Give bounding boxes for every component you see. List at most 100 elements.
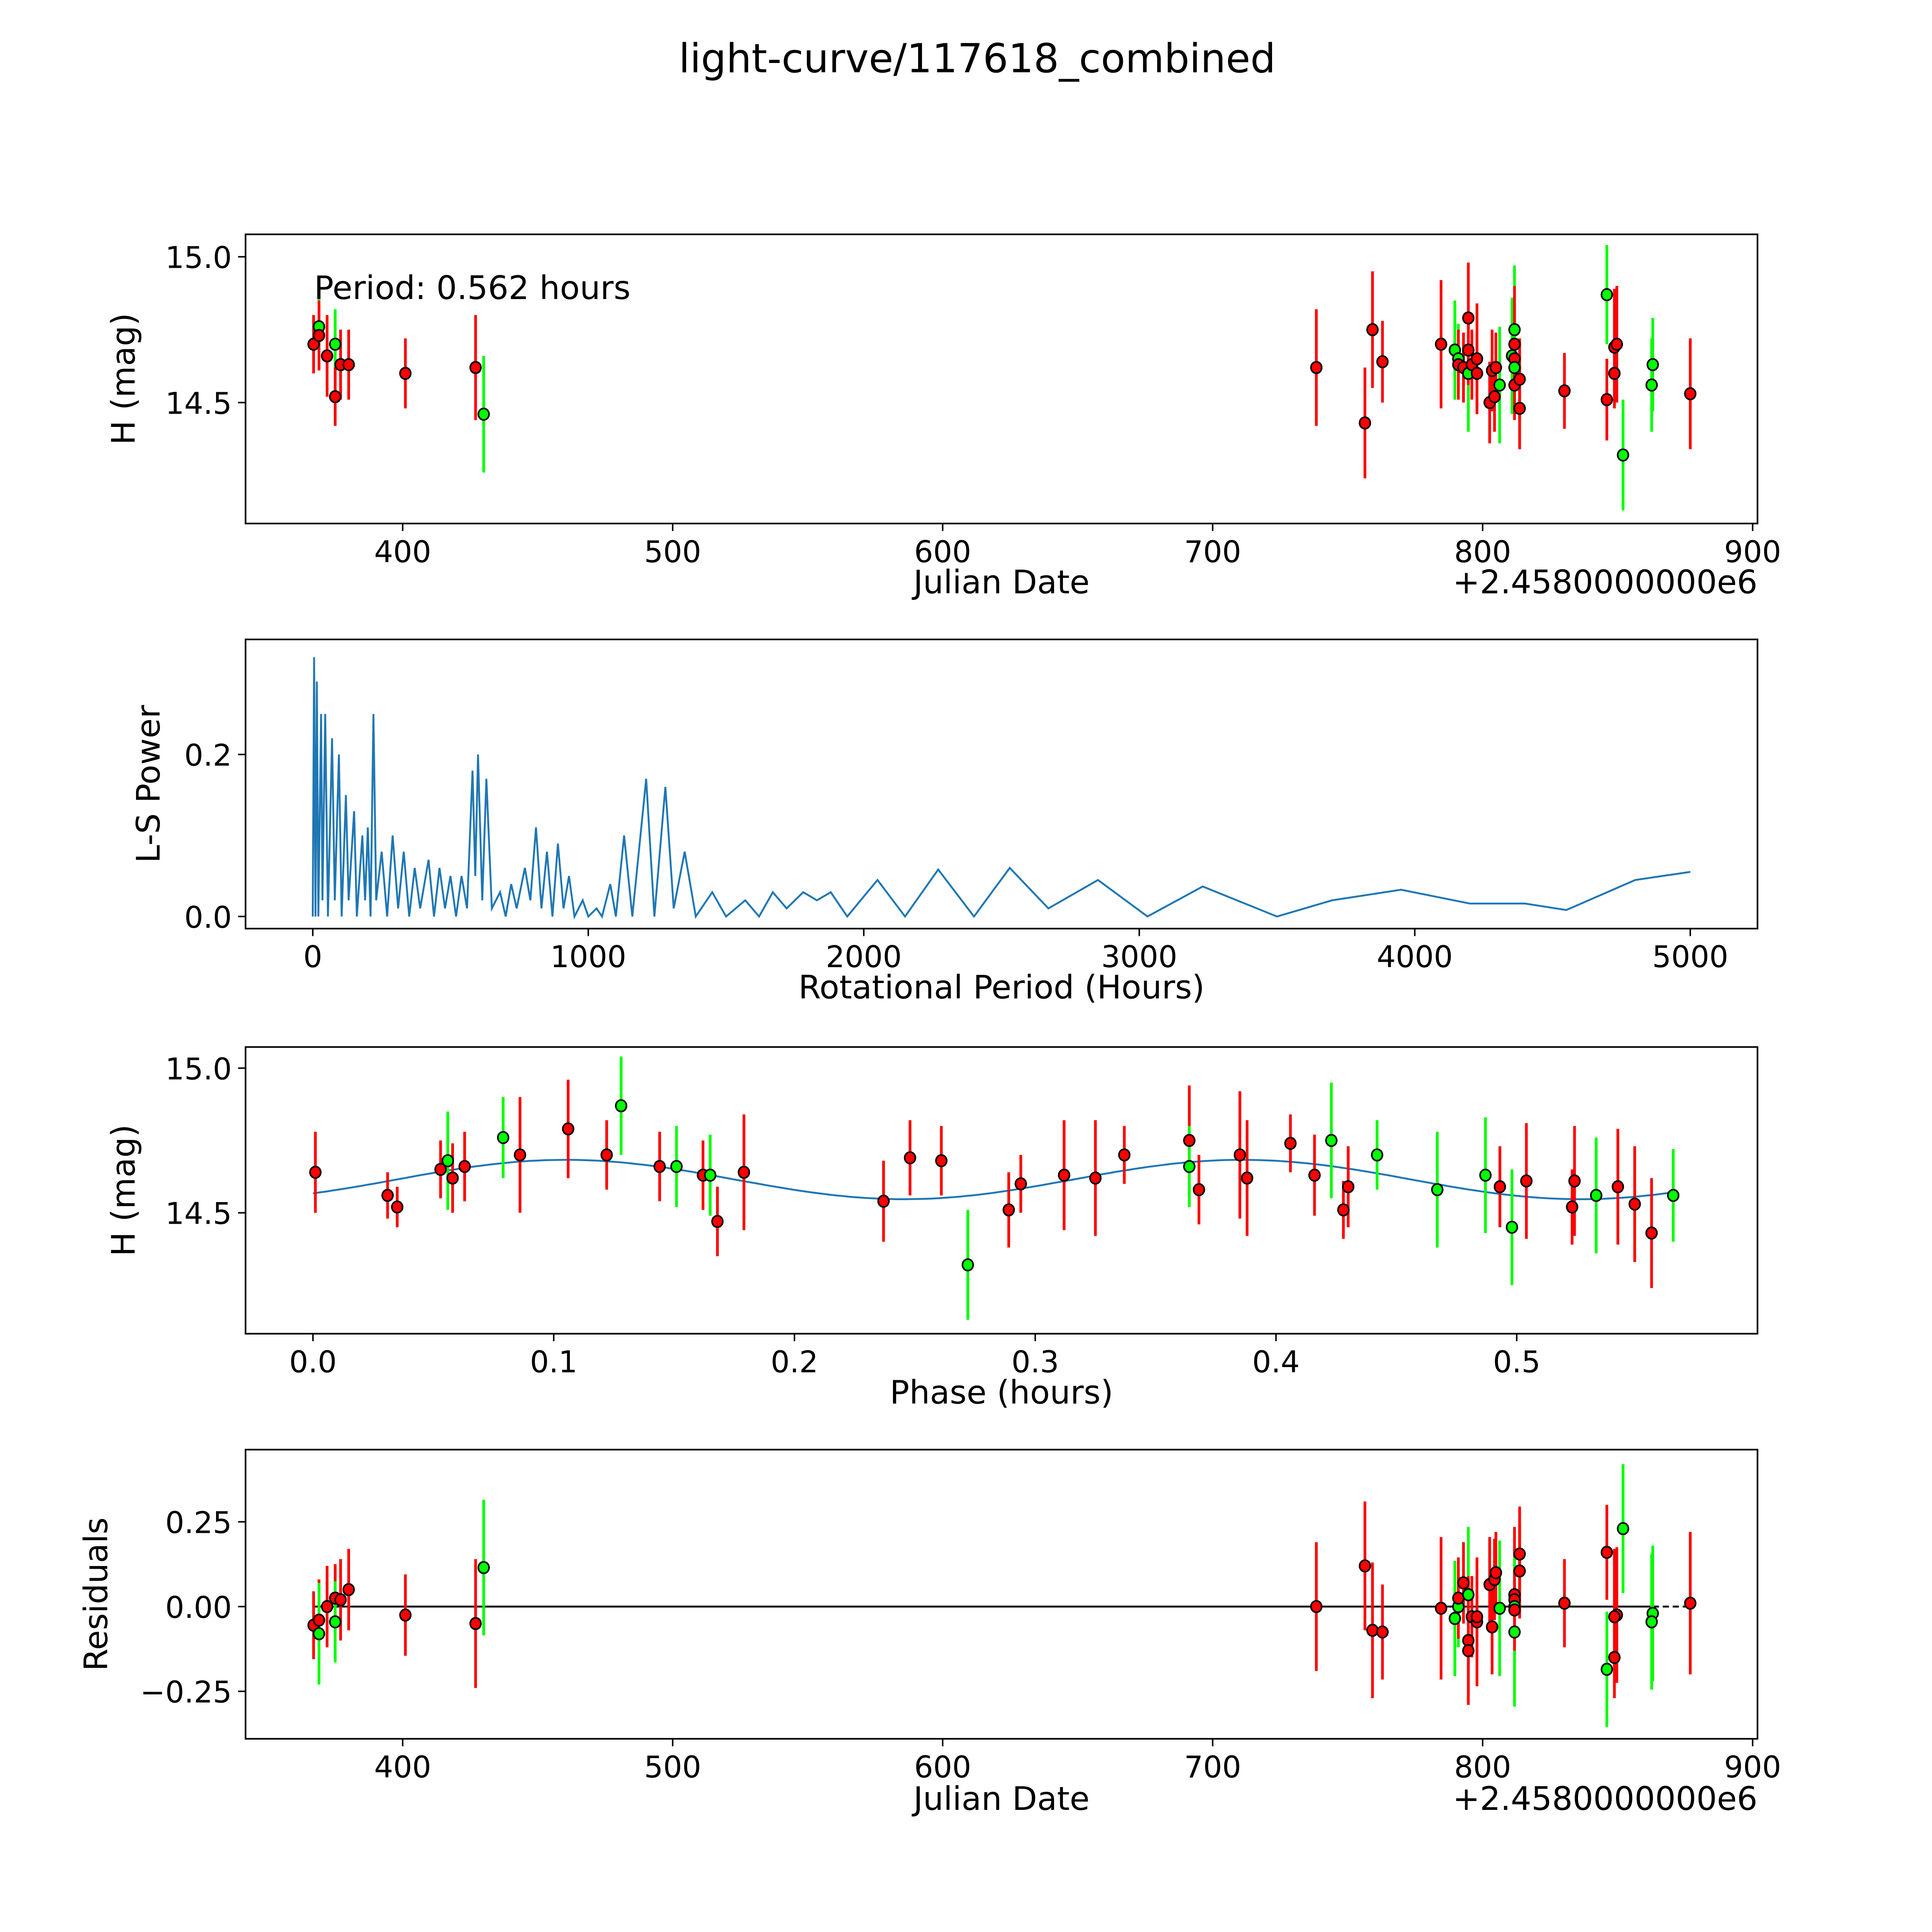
data-point — [1342, 1180, 1355, 1194]
x-tick-label: 700 — [1184, 1750, 1241, 1785]
y-tick-label: 14.5 — [165, 1197, 232, 1231]
data-point — [1449, 1612, 1461, 1625]
data-point — [1183, 1160, 1196, 1173]
data-point — [1462, 311, 1475, 325]
period-annotation: Period: 0.562 hours — [314, 269, 631, 307]
x-tick-label: 500 — [644, 1750, 701, 1785]
data-point — [1486, 1620, 1498, 1634]
data-point — [497, 1131, 510, 1144]
data-point — [1310, 1600, 1323, 1613]
y-axis-label: Residuals — [77, 1517, 115, 1671]
data-point — [1462, 1588, 1475, 1602]
data-point — [1590, 1189, 1602, 1202]
x-offset-label: +2.4580000000e6 — [1453, 1780, 1758, 1818]
x-tick-label: 700 — [1184, 535, 1241, 570]
data-point — [434, 1163, 447, 1176]
data-point — [1376, 1625, 1389, 1639]
data-point — [1617, 448, 1629, 462]
data-point — [600, 1148, 613, 1162]
data-point — [1493, 378, 1506, 392]
x-axis-label: Phase (hours) — [890, 1373, 1113, 1411]
fit-curve — [313, 1159, 1673, 1200]
x-tick-label: 0.2 — [771, 1345, 818, 1380]
data-point — [1479, 1168, 1492, 1182]
plot-area — [311, 657, 1690, 920]
data-point — [1183, 1134, 1196, 1147]
y-tick-label: 0.2 — [184, 738, 232, 773]
x-tick-label: 4000 — [1377, 940, 1453, 975]
x-tick-label: 600 — [914, 535, 971, 570]
y-tick-label: 15.0 — [165, 241, 232, 276]
periodogram-line — [311, 657, 1690, 920]
data-point — [1058, 1168, 1070, 1182]
x-tick-label: 0.5 — [1493, 1345, 1541, 1380]
data-point — [342, 358, 355, 371]
data-point — [1617, 1522, 1629, 1535]
data-point — [1089, 1171, 1102, 1185]
data-point — [1376, 355, 1389, 369]
data-point — [309, 1165, 322, 1179]
data-point — [1488, 390, 1501, 403]
x-tick-label: 0.4 — [1252, 1345, 1300, 1380]
data-point — [313, 1627, 325, 1640]
x-offset-label: +2.4580000000e6 — [1453, 563, 1758, 601]
plot-area — [309, 1056, 1680, 1320]
x-axis-label: Julian Date — [912, 563, 1090, 601]
data-point — [321, 349, 333, 362]
phase-folded-panel: 0.0 0.1 0.2 0.3 0.4 0.5 14.5 15.0 Phase (hours) H… — [104, 1046, 1759, 1411]
y-tick-label: 15.0 — [165, 1052, 232, 1087]
data-point — [1608, 367, 1621, 380]
x-tick-label: 1000 — [550, 940, 626, 975]
data-point — [329, 337, 342, 351]
data-point — [1308, 1168, 1321, 1182]
data-point — [1471, 1610, 1483, 1624]
data-point — [334, 1593, 347, 1607]
x-axis-label: Julian Date — [912, 1780, 1090, 1818]
data-point — [1645, 1615, 1658, 1629]
data-point — [1628, 1197, 1641, 1211]
data-point — [1462, 344, 1475, 357]
data-point — [1471, 352, 1483, 366]
data-point — [615, 1099, 628, 1112]
plot-area — [307, 245, 1697, 510]
data-point — [342, 1583, 355, 1596]
data-point — [1192, 1183, 1205, 1196]
data-point — [1520, 1174, 1533, 1188]
data-point — [1600, 288, 1613, 301]
data-point — [1646, 358, 1659, 371]
data-point — [469, 361, 482, 374]
data-point — [961, 1258, 974, 1272]
x-tick-label: 900 — [1724, 535, 1781, 570]
x-tick-label: 500 — [644, 535, 701, 570]
data-point — [904, 1151, 917, 1165]
data-point — [477, 1561, 490, 1574]
data-point — [1645, 1226, 1658, 1240]
data-point — [1366, 1624, 1379, 1637]
data-point — [399, 367, 412, 380]
data-point — [441, 1154, 454, 1167]
x-tick-label: 900 — [1724, 1750, 1781, 1785]
data-point — [1684, 1597, 1697, 1610]
x-tick-label: 400 — [374, 1750, 431, 1785]
data-point — [1457, 1576, 1470, 1590]
data-point — [1508, 361, 1521, 374]
data-point — [1513, 1547, 1526, 1561]
data-point — [935, 1154, 948, 1167]
data-point — [1513, 401, 1526, 415]
data-point — [1600, 393, 1613, 406]
data-point — [1558, 1597, 1571, 1610]
residuals-panel: 400 500 600 700 800 900 −0.25 0.00 0.25 Julian Da… — [77, 1449, 1781, 1818]
data-point — [653, 1160, 666, 1173]
light-curve-panel: 400 500 600 700 800 900 14.5 15.0 Julian Date H (… — [104, 233, 1781, 601]
data-point — [1558, 384, 1571, 398]
data-point — [1611, 337, 1623, 351]
axes-frame — [245, 233, 1759, 524]
data-point — [1600, 1663, 1613, 1676]
y-tick-label: 0.00 — [165, 1590, 232, 1625]
data-point — [738, 1165, 750, 1179]
data-point — [1435, 337, 1447, 351]
data-point — [670, 1160, 683, 1173]
y-tick-label: 14.5 — [165, 386, 232, 421]
x-tick-label: 2000 — [826, 940, 902, 975]
